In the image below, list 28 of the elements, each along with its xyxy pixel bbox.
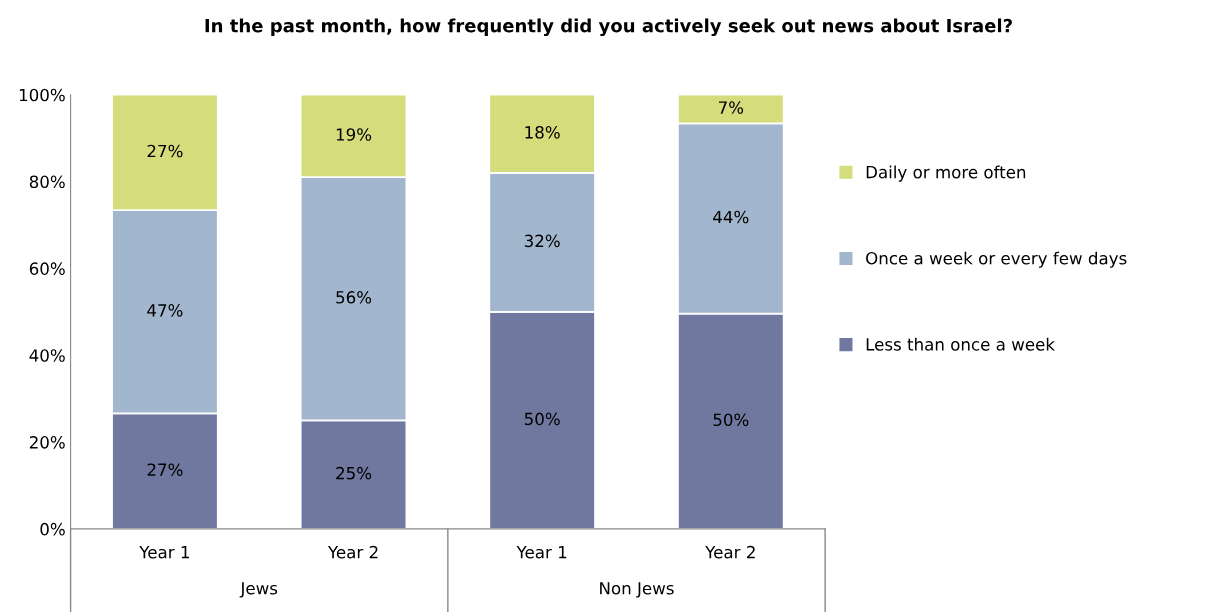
y-tick-label: 0% [40,522,65,536]
data-label: 50% [713,413,749,427]
data-label: 56% [336,291,372,304]
data-label: 44% [713,210,749,224]
data-label: 18% [525,126,560,139]
y-tick-label: 80% [29,175,65,189]
x-tick-label: Year 2 [327,545,378,559]
y-tick-label: 60% [29,262,65,275]
data-label: 47% [147,304,183,317]
data-label: 50% [524,412,560,426]
data-label: 27% [147,144,183,158]
chart-title: In the past month, how frequently did you actively seek out news about Israel? [205,18,1012,37]
x-tick-label: Year 1 [516,546,567,559]
x-tick-label: Year 1 [139,546,189,559]
y-tick-label: 20% [29,436,65,449]
data-label: 19% [336,128,372,141]
data-label: 32% [524,234,560,248]
legend-label: Less than once a week [866,337,1055,351]
legend-label: Once a week or every few days [866,251,1127,268]
x-tick-label: Year 2 [705,545,755,559]
data-label: 25% [336,466,372,480]
data-label: 7% [718,101,744,114]
legend-label: Daily or more often [866,165,1026,182]
data-label: 27% [147,463,183,476]
y-tick-label: 40% [29,349,65,362]
text: Non Jews [600,582,674,598]
text: Jews [239,582,278,598]
y-tick-label: 100% [19,88,65,102]
